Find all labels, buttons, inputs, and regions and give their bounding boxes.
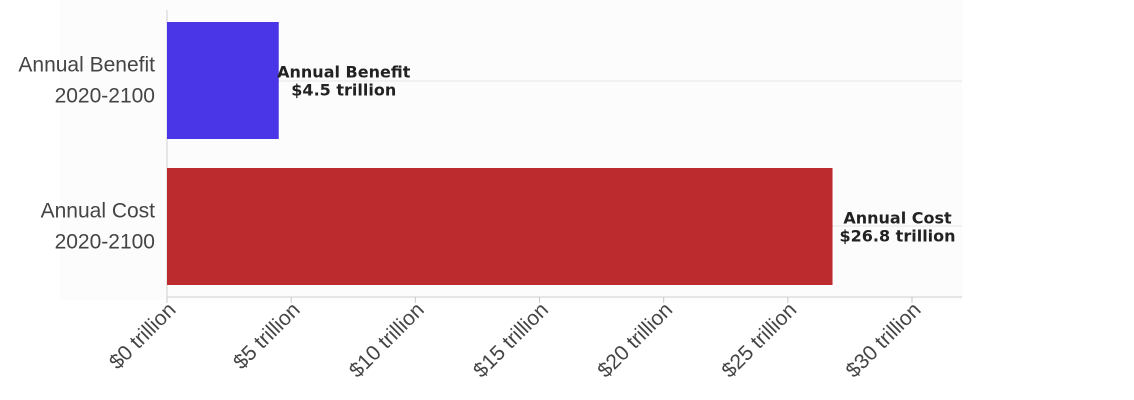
- data-labels: Annual Benefit$4.5 trillion Annual Cost$2…: [277, 63, 955, 246]
- category-label: Annual Cost: [41, 200, 156, 223]
- category-label: 2020-2100: [55, 85, 155, 108]
- data-label: $26.8 trillion: [840, 227, 956, 246]
- x-tick-label: $25 trillion: [717, 298, 801, 382]
- x-tick-label: $10 trillion: [345, 298, 429, 382]
- data-label: $4.5 trillion: [291, 81, 396, 100]
- x-tick-label: $30 trillion: [842, 298, 926, 382]
- x-tick-label: $5 trillion: [229, 298, 305, 374]
- category-labels: Annual Benefit 2020-2100 Annual Cost 2020-2…: [18, 54, 155, 254]
- data-label: Annual Cost: [843, 209, 952, 228]
- category-label: 2020-2100: [55, 231, 155, 254]
- data-label: Annual Benefit: [277, 63, 411, 82]
- x-tick-label: $0 trillion: [105, 298, 181, 374]
- category-label: Annual Benefit: [18, 54, 155, 77]
- x-tick-label: $20 trillion: [593, 298, 677, 382]
- bars: [167, 22, 833, 285]
- x-tick-labels: $0 trillion $5 trillion $10 trillion $15 tr…: [105, 298, 926, 382]
- bar-annual-benefit: [167, 22, 279, 139]
- bar-annual-cost: [167, 168, 833, 285]
- x-tick-label: $15 trillion: [469, 298, 553, 382]
